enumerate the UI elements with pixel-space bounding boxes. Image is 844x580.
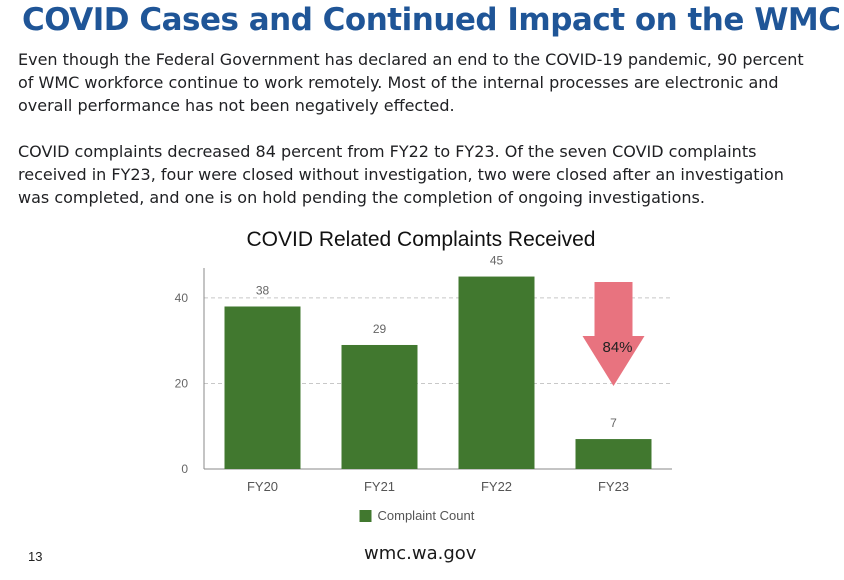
y-tick-label: 0 [181,462,188,476]
legend-label: Complaint Count [378,508,475,523]
data-label: 7 [610,416,617,430]
data-label: 29 [373,322,387,336]
complaints-bar-chart: COVID Related Complaints Received 0 20 40 38… [140,222,700,542]
bar-fy21 [341,344,418,469]
bar-fy23 [575,439,652,469]
x-tick-label: FY21 [364,479,395,494]
chart-title: COVID Related Complaints Received [247,228,596,251]
data-label: 38 [256,283,270,297]
y-tick-label: 40 [175,291,189,305]
annotation-label: 84% [602,339,632,356]
legend-swatch [359,510,372,522]
x-tick-label: FY23 [598,479,629,494]
page-number: 13 [28,549,43,564]
chart-svg: COVID Related Complaints Received 0 20 40 38… [175,228,672,523]
intro-paragraph: Even though the Federal Government has d… [18,50,804,115]
bar-fy20 [224,306,301,469]
slide-title: COVID Cases and Continued Impact on the … [22,2,841,38]
footer-url: wmc.wa.gov [364,543,477,564]
x-tick-label: FY22 [481,479,512,494]
y-tick-label: 20 [175,376,189,390]
data-label: 45 [490,254,504,268]
complaints-paragraph: COVID complaints decreased 84 percent fr… [18,142,784,207]
bar-fy22 [458,276,535,469]
x-tick-label: FY20 [247,479,278,494]
decrease-arrow-icon [582,282,645,386]
